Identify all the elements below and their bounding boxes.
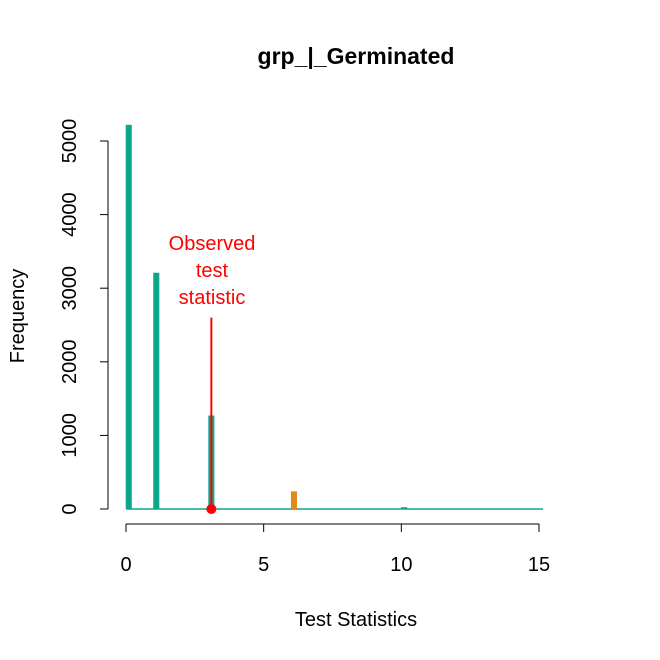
x-tick-label: 10 bbox=[390, 554, 412, 576]
observed-label: Observed bbox=[169, 233, 256, 255]
observed-marker: Observed test statistic bbox=[169, 233, 256, 514]
histogram-bar bbox=[401, 507, 408, 509]
chart-title: grp_|_Germinated bbox=[258, 43, 455, 69]
observed-label: test bbox=[196, 260, 229, 282]
x-tick-label: 15 bbox=[528, 554, 550, 576]
y-tick-label: 5000 bbox=[59, 119, 81, 164]
x-axis-label: Test Statistics bbox=[295, 609, 417, 631]
y-axis-label: Frequency bbox=[7, 269, 29, 364]
x-tick-label: 5 bbox=[258, 554, 269, 576]
histogram-bar bbox=[125, 124, 132, 510]
y-tick-label: 0 bbox=[59, 503, 81, 514]
observed-point bbox=[206, 504, 217, 514]
y-axis: 0 1000 2000 3000 4000 5000 bbox=[59, 119, 109, 515]
y-tick-label: 3000 bbox=[59, 266, 81, 311]
y-tick-label: 2000 bbox=[59, 340, 81, 385]
histogram-bar bbox=[290, 491, 297, 509]
x-axis: 0 5 10 15 bbox=[120, 523, 550, 576]
bars bbox=[125, 124, 544, 510]
observed-label: statistic bbox=[179, 287, 246, 309]
y-tick-label: 1000 bbox=[59, 413, 81, 458]
y-tick-label: 4000 bbox=[59, 192, 81, 237]
x-tick-label: 0 bbox=[120, 554, 131, 576]
histogram-bar bbox=[153, 272, 160, 509]
